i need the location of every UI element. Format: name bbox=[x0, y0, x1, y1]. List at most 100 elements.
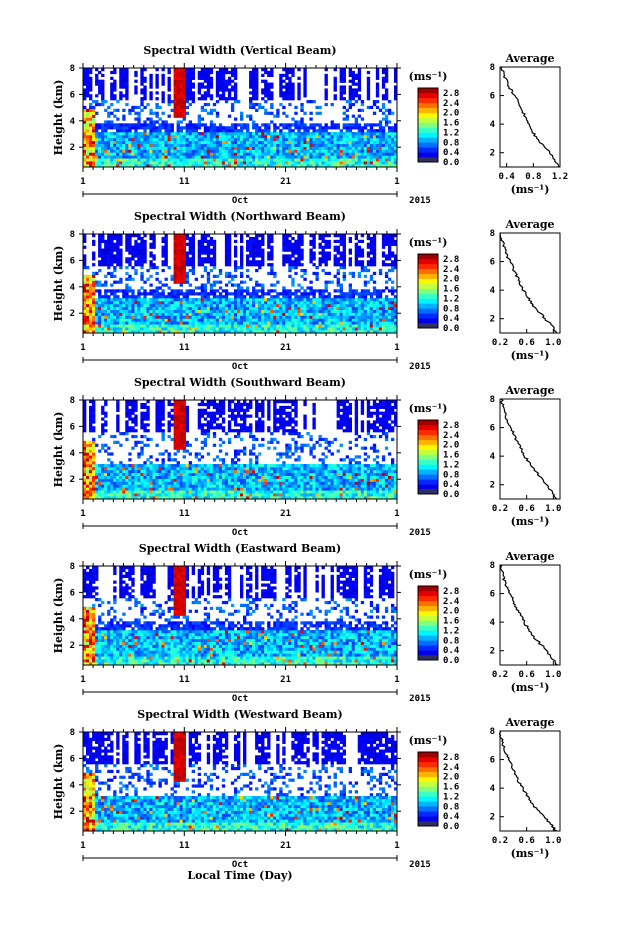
heatmap-frame bbox=[82, 731, 398, 832]
colorbar-segment bbox=[418, 615, 438, 621]
colorbar-segment bbox=[418, 137, 438, 143]
colorbar-tick-label: 2.8 bbox=[443, 753, 459, 763]
profile-x-tick-label: 0.2 bbox=[492, 670, 508, 680]
profile-y-tick-label: 6 bbox=[490, 92, 495, 102]
profile-line bbox=[498, 730, 558, 832]
colorbar-segment bbox=[418, 420, 438, 426]
colorbar-segment bbox=[418, 474, 438, 480]
colorbar-unit-label: (ms⁻¹) bbox=[409, 734, 448, 747]
colorbar-tick-label: 1.6 bbox=[443, 119, 459, 129]
profile-x-label: (ms⁻¹) bbox=[511, 183, 550, 196]
y-tick-label: 4 bbox=[70, 449, 76, 459]
colorbar-segment bbox=[418, 640, 438, 646]
colorbar-tick-label: 1.6 bbox=[443, 451, 459, 461]
profile-x-tick-label: 0.6 bbox=[519, 504, 535, 514]
profile-y-tick-label: 2 bbox=[490, 647, 495, 657]
colorbar-segment bbox=[418, 308, 438, 314]
colorbar-tick-label: 2.8 bbox=[443, 587, 459, 597]
profile-y-tick-label: 4 bbox=[490, 286, 496, 296]
colorbar-segment bbox=[418, 791, 438, 797]
colorbar-segment bbox=[418, 268, 438, 275]
colorbar-tick-label: 0.4 bbox=[443, 314, 460, 324]
panel-title: Spectral Width (Southward Beam) bbox=[134, 376, 346, 389]
colorbar-segment bbox=[418, 625, 438, 631]
y-tick-label: 8 bbox=[70, 64, 75, 74]
colorbar-tick-label: 0.0 bbox=[443, 490, 459, 500]
colorbar-unit-label: (ms⁻¹) bbox=[409, 402, 448, 415]
heatmap bbox=[83, 566, 398, 666]
colorbar-segment bbox=[418, 771, 438, 777]
colorbar bbox=[418, 586, 438, 661]
colorbar-tick-label: 1.2 bbox=[443, 294, 459, 304]
colorbar-segment bbox=[418, 449, 438, 455]
colorbar-segment bbox=[418, 258, 438, 265]
profile-y-tick-label: 6 bbox=[490, 258, 495, 268]
colorbar-segment bbox=[418, 811, 438, 817]
profile-title: Average bbox=[504, 52, 554, 65]
colorbar-tick-label: 1.6 bbox=[443, 783, 459, 793]
colorbar-segment bbox=[418, 806, 438, 812]
y-tick-label: 4 bbox=[70, 615, 76, 625]
colorbar-unit-label: (ms⁻¹) bbox=[409, 236, 448, 249]
y-axis-label: Height (km) bbox=[52, 80, 65, 156]
profile-x-tick-label: 1.0 bbox=[545, 836, 561, 846]
profile-y-tick-label: 6 bbox=[490, 590, 495, 600]
colorbar-frame bbox=[417, 419, 439, 495]
colorbar-segment bbox=[418, 283, 438, 289]
colorbar-segment bbox=[418, 796, 438, 802]
profile-x-tick-label: 1.0 bbox=[545, 504, 561, 514]
colorbar-segment bbox=[418, 620, 438, 626]
colorbar-tick-label: 1.2 bbox=[443, 460, 459, 470]
heatmap bbox=[83, 732, 398, 832]
colorbar-segment bbox=[418, 821, 438, 827]
colorbar-tick-label: 1.2 bbox=[443, 128, 459, 138]
year-label: 2015 bbox=[409, 362, 431, 372]
colorbar-segment bbox=[418, 122, 438, 128]
colorbar-tick-label: 1.2 bbox=[443, 792, 459, 802]
x-tick-label: 1 bbox=[394, 343, 399, 353]
colorbar-segment bbox=[418, 590, 438, 597]
profile-title: Average bbox=[504, 550, 554, 563]
colorbar-segment bbox=[418, 801, 438, 807]
heatmap bbox=[83, 234, 398, 334]
profile-x-tick-label: 0.4 bbox=[499, 172, 516, 182]
colorbar-segment bbox=[418, 786, 438, 792]
colorbar-segment bbox=[418, 756, 438, 763]
colorbar-tick-label: 2.0 bbox=[443, 275, 459, 285]
x-tick-label: 1 bbox=[80, 841, 85, 851]
panel-2: Spectral Width (Northward Beam) 2 4 6 8 Heigh… bbox=[52, 210, 561, 372]
colorbar-segment bbox=[418, 816, 438, 822]
y-axis-label: Height (km) bbox=[52, 578, 65, 654]
colorbar-tick-label: 2.4 bbox=[443, 431, 460, 441]
colorbar-segment bbox=[418, 424, 438, 431]
year-label: 2015 bbox=[409, 528, 431, 538]
colorbar-tick-label: 0.0 bbox=[443, 158, 459, 168]
profile-frame bbox=[499, 232, 561, 334]
colorbar-segment bbox=[418, 278, 438, 284]
profile-y-tick-label: 4 bbox=[490, 120, 496, 130]
colorbar-segment bbox=[418, 303, 438, 309]
colorbar-segment bbox=[418, 781, 438, 787]
x-tick-label: 1 bbox=[80, 177, 85, 187]
profile-x-label: (ms⁻¹) bbox=[511, 681, 550, 694]
profile-x-tick-label: 0.6 bbox=[519, 836, 535, 846]
colorbar-segment bbox=[418, 157, 438, 163]
x-tick-label: 1 bbox=[80, 343, 85, 353]
month-label: Oct bbox=[232, 528, 248, 538]
y-tick-label: 4 bbox=[70, 781, 76, 791]
y-tick-label: 6 bbox=[70, 90, 75, 100]
profile-title: Average bbox=[504, 384, 554, 397]
y-tick-label: 6 bbox=[70, 754, 75, 764]
panel-3: Spectral Width (Southward Beam) 2 4 6 8 Heigh… bbox=[52, 376, 561, 538]
colorbar-frame bbox=[417, 253, 439, 329]
colorbar-tick-label: 0.4 bbox=[443, 646, 460, 656]
heatmap bbox=[83, 400, 398, 500]
x-tick-label: 1 bbox=[394, 675, 399, 685]
colorbar-segment bbox=[418, 112, 438, 118]
profile-y-tick-label: 4 bbox=[490, 452, 496, 462]
colorbar-segment bbox=[418, 635, 438, 641]
heatmap-frame bbox=[82, 233, 398, 334]
profile-x-tick-label: 0.6 bbox=[519, 338, 535, 348]
colorbar-tick-label: 0.8 bbox=[443, 802, 459, 812]
